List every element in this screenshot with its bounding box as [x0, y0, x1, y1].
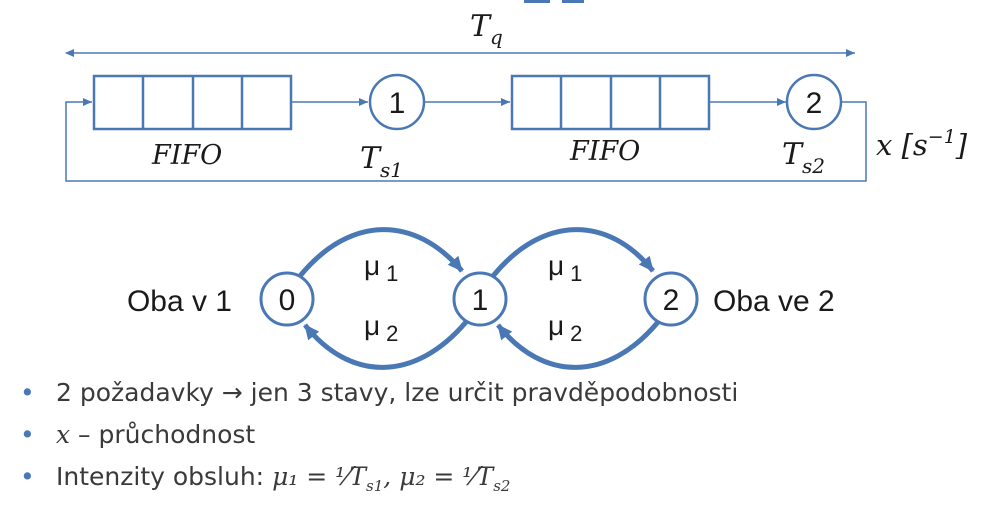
bullet-text-states: 2 požadavky → jen 3 stavy, lze určit pra…: [56, 378, 739, 407]
throughput-variable: x: [56, 420, 71, 449]
state-0-label: 0: [279, 284, 296, 317]
bullet-marker: •: [20, 378, 35, 407]
state-2-caption: Oba ve 2: [713, 285, 835, 318]
bullet-item-service-rates: • Intenzity obsluh: μ₁ = ¹⁄Ts1, μ₂ = ¹⁄Ts…: [20, 456, 980, 498]
state-2-circle: [643, 271, 699, 327]
bullet-item-throughput: • x – průchodnost: [20, 414, 980, 456]
bullet-text-service-rates: Intenzity obsluh:: [56, 462, 273, 491]
state-0-caption: Oba v 1: [127, 285, 232, 318]
bullet-marker: •: [20, 462, 35, 491]
state-1-label: 1: [472, 284, 489, 317]
queue-diagram: Tq FIFO 1 Ts1 FIFO 2 Ts2 x [s−1] Oba v 1…: [65, 0, 968, 370]
throughput-label: x [s−1]: [876, 126, 968, 162]
service-rate-formula-2: , μ₂ = ¹⁄T: [383, 462, 494, 491]
fifo-queue-1: [92, 74, 293, 131]
feedback-loop: [65, 98, 867, 182]
fifo-1-label: FIFO: [151, 140, 222, 171]
tq-label: Tq: [470, 9, 503, 49]
service-rate-sub-1: s1: [366, 477, 384, 495]
bullet-text-throughput: – průchodnost: [70, 420, 256, 449]
bullet-marker: •: [20, 420, 35, 449]
state-0-circle: [259, 271, 315, 327]
ts2-label: Ts2: [782, 137, 825, 178]
state-1-circle: [452, 271, 508, 327]
server-1-label: 1: [389, 87, 406, 120]
fifo-2-label: FIFO: [569, 136, 640, 167]
title-fragment-1: [524, 0, 550, 3]
bullet-item-states: • 2 požadavky → jen 3 stavy, lze určit pr…: [20, 372, 980, 414]
title-fragment-2: [562, 0, 584, 3]
transition-2-1: [496, 320, 660, 370]
transition-1-2: [491, 227, 655, 278]
server-2-label: 2: [806, 87, 823, 120]
state-2-label: 2: [663, 284, 680, 317]
ts1-label: Ts1: [360, 141, 403, 182]
transition-0-1: [298, 227, 464, 278]
bullet-list: • 2 požadavky → jen 3 stavy, lze určit pr…: [20, 372, 980, 498]
service-rate-sub-2: s2: [493, 477, 511, 495]
service-rate-formula-1: μ₁ = ¹⁄T: [272, 462, 367, 491]
transition-1-0: [303, 320, 468, 370]
fifo-queue-2: [510, 74, 711, 131]
